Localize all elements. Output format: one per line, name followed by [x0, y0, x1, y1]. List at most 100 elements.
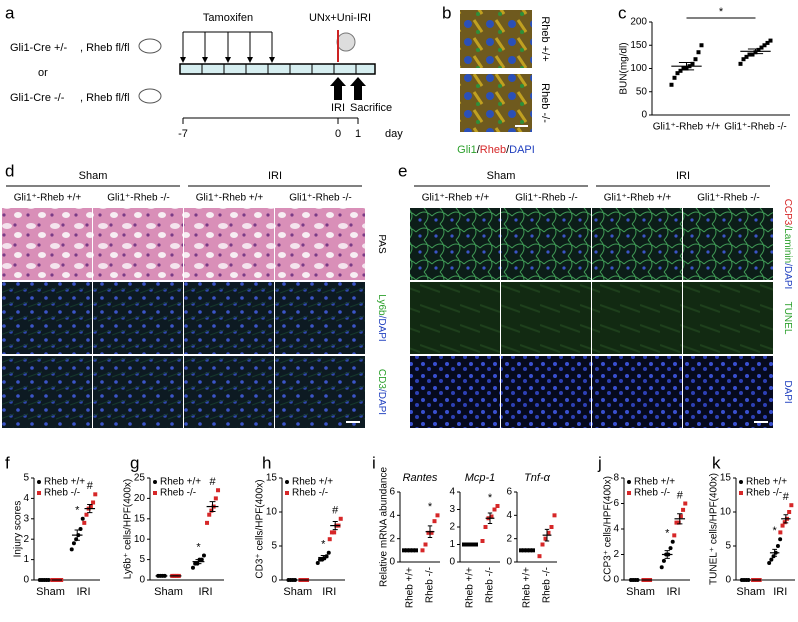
error-bar: [209, 501, 216, 512]
label-part: Gli1: [457, 144, 477, 156]
x-tick-label: IRI: [666, 586, 680, 598]
data-point: [423, 542, 428, 547]
error-bar: [332, 521, 338, 531]
panel-letter: b: [442, 3, 451, 22]
data-point: [537, 554, 542, 559]
significance-mark: *: [773, 525, 778, 537]
data-point: [420, 548, 425, 553]
y-tick-label: 4: [449, 487, 455, 498]
data-point: [767, 561, 772, 565]
legend-label: Rheb -/-: [746, 488, 782, 499]
label-part: CCP3: [782, 199, 793, 226]
data-point: [327, 537, 332, 542]
data-point: [315, 561, 320, 565]
micrograph: [501, 356, 591, 428]
data-point: [778, 537, 783, 542]
data-point: [91, 500, 96, 505]
day-axis: [182, 117, 359, 124]
y-tick-label: 100: [630, 63, 647, 74]
y-tick-label: 4: [389, 510, 395, 521]
y-axis-label: CD3⁺ cells/HPF(400x): [255, 479, 266, 578]
data-point: [480, 539, 485, 543]
y-tick-label: 6: [506, 487, 512, 498]
legend-label: Rheb +/+: [292, 477, 333, 488]
caption: Gli1/Rheb/DAPI: [457, 144, 535, 156]
y-tick-label: 10: [134, 534, 146, 545]
y-tick-label: 0: [271, 575, 277, 586]
micrograph: [460, 74, 532, 132]
micrograph: [592, 282, 682, 354]
column-label: Gli1⁺-Rheb +/+: [604, 193, 672, 204]
data-point: [747, 52, 752, 57]
data-point: [675, 71, 680, 76]
error-bar: [783, 514, 789, 524]
y-tick-label: 0: [613, 575, 619, 586]
legend-marker: [37, 480, 41, 484]
data-point: [670, 539, 675, 544]
micrograph: [93, 208, 183, 280]
group-label: IRI: [676, 170, 690, 182]
error-bar: [427, 525, 433, 538]
y-tick-label: 2: [449, 522, 455, 533]
legend-marker: [285, 480, 289, 484]
data-point: [681, 507, 686, 512]
row-label: Rheb +/+: [539, 16, 551, 61]
y-tick-label: 1: [23, 554, 29, 565]
data-point: [326, 550, 331, 555]
genotype-flox: , Rheb fl/fl: [80, 92, 130, 104]
micrograph: [2, 208, 92, 280]
significance-mark: #: [87, 480, 94, 492]
x-tick-label: Sham: [283, 586, 312, 598]
y-tick-label: 0: [139, 575, 145, 586]
data-point: [549, 525, 554, 529]
x-tick-label: IRI: [198, 586, 212, 598]
error-bar: [747, 48, 764, 55]
label-part: CD3: [376, 369, 387, 389]
legend-label: Rheb +/+: [44, 477, 85, 488]
row-label: DAPI: [782, 380, 793, 403]
data-point: [213, 496, 218, 501]
significance-mark: #: [209, 476, 216, 488]
column-label: Gli1⁺-Rheb +/+: [196, 193, 264, 204]
data-point: [765, 40, 770, 45]
error-bar: [195, 559, 202, 565]
y-tick-label: 50: [636, 86, 648, 97]
error-bar: [664, 550, 670, 559]
timeline: [179, 63, 376, 75]
y-tick-label: 5: [271, 541, 277, 552]
data-point: [661, 558, 666, 563]
data-point: [693, 57, 698, 62]
x-tick-label: Rheb +/+: [465, 567, 476, 608]
data-point: [778, 530, 783, 535]
data-point: [80, 516, 85, 521]
x-tick-label: IRI: [322, 586, 336, 598]
data-point: [678, 68, 683, 73]
column-label: Gli1⁺-Rheb +/+: [422, 193, 490, 204]
plot-title: Tnf-α: [524, 472, 551, 484]
error-bar: [87, 504, 93, 514]
error-bar: [677, 513, 683, 525]
data-point: [209, 508, 214, 513]
y-tick-label: 2: [506, 533, 512, 544]
plot-title: Mcp-1: [465, 472, 496, 484]
data-point: [789, 503, 794, 508]
data-point: [738, 61, 743, 66]
y-tick-label: 0: [725, 575, 731, 586]
x-tick-label: Sham: [626, 586, 655, 598]
micrograph: [683, 282, 773, 354]
legend-label: Rheb -/-: [292, 488, 328, 499]
legend-marker: [153, 491, 157, 495]
row-label: PAS: [376, 234, 387, 254]
label-part: /Laminin: [782, 225, 793, 263]
data-point: [759, 45, 764, 50]
group-label: Sham: [79, 170, 108, 182]
data-point: [462, 542, 466, 547]
micrograph: [592, 356, 682, 428]
x-tick-label: Sham: [154, 586, 183, 598]
mouse-icon: [138, 38, 162, 54]
micrograph: [592, 208, 682, 280]
y-axis-label: Injury scores: [13, 501, 24, 558]
micrograph: [275, 208, 365, 280]
y-tick-label: 0: [641, 110, 647, 121]
